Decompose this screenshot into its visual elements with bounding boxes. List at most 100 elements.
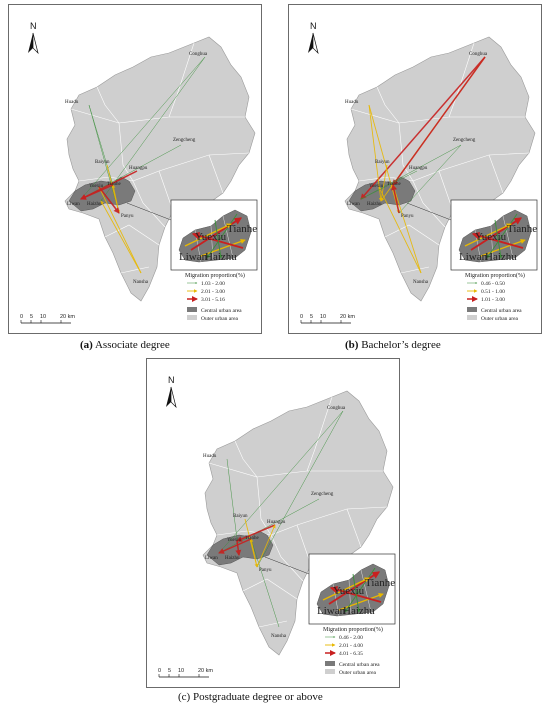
inset-label-tianhe: Tianhe	[365, 577, 395, 589]
district-boundary	[350, 108, 525, 124]
map-panel-postgraduate: Conghua Huadu Zengcheng Baiyun Huangpu Panyu N…	[146, 358, 400, 688]
legend-class-high: 4.01 - 6.35	[339, 651, 363, 657]
svg-text:N: N	[310, 21, 317, 31]
scale-tick-label: 0	[158, 668, 161, 674]
inset-label-liwan: Liwan	[459, 251, 488, 263]
svg-text:N: N	[30, 21, 37, 31]
inset-flow-low	[344, 567, 376, 613]
legend-central: Central urban area	[481, 308, 522, 314]
district-label-tianhe: Tianhe	[387, 182, 401, 187]
north-arrow-icon: N	[308, 21, 319, 55]
migration-flow-mid	[378, 186, 422, 274]
district-label-haizhu: Haizhu	[225, 556, 240, 561]
district-boundary	[376, 86, 400, 124]
migration-flow-high	[392, 56, 486, 186]
migration-flow-mid	[256, 524, 276, 568]
inset-label-liwan: Liwan	[317, 605, 346, 617]
district-boundary	[118, 122, 250, 182]
district-boundary	[384, 224, 440, 246]
north-arrow-icon: N	[166, 375, 177, 409]
district-label-haizhu: Haizhu	[87, 202, 102, 207]
migration-flow-low	[250, 538, 280, 628]
migration-flow-mid	[368, 104, 400, 214]
migration-flow-low	[256, 410, 344, 568]
legend-class-low: 0.46 - 0.50	[481, 281, 505, 287]
migration-flow-mid	[100, 200, 142, 274]
district-label-zengcheng: Zengcheng	[453, 138, 476, 143]
migration-flow-mid	[392, 184, 422, 274]
district-boundary	[168, 42, 195, 118]
migration-flow-high	[235, 540, 242, 556]
legend: Migration proportion(%) 0.46 - 0.50 0.51 -…	[465, 272, 525, 322]
district-label-zengcheng: Zengcheng	[173, 138, 196, 143]
inset-label-tianhe: Tianhe	[227, 223, 257, 235]
district-boundary	[398, 122, 530, 182]
district-label-baiyun: Baiyun	[233, 514, 248, 519]
scale-tick-label: 10	[320, 314, 326, 320]
district-label-yuexiu: Yuexiu	[89, 184, 104, 189]
map-panel-associate: Conghua Huadu Zengcheng Baiyun Huangpu Panyu N…	[8, 4, 262, 334]
legend-title: Migration proportion(%)	[465, 272, 525, 279]
inset-flow-high	[190, 217, 243, 251]
district-boundary	[306, 396, 333, 472]
district-label-huadu: Huadu	[345, 100, 359, 105]
migration-flow-high	[360, 56, 486, 200]
scale-tick-label: 0	[20, 314, 23, 320]
district-label-tianhe: Tianhe	[107, 182, 121, 187]
scale-bar: 0 5 10 20 km	[20, 314, 75, 324]
migration-flow-high	[236, 524, 276, 542]
inset-flow-mid	[184, 223, 232, 247]
inset-flow-low	[214, 219, 223, 259]
district-label-nansha: Nansha	[413, 280, 429, 285]
scale-tick-label: 20 km	[60, 314, 75, 320]
inset-flow-low	[206, 213, 238, 259]
legend-outer: Outer urban area	[201, 316, 239, 322]
district-label-yuexiu: Yuexiu	[369, 184, 384, 189]
legend-central: Central urban area	[339, 662, 380, 668]
migration-flow-low	[218, 498, 320, 554]
legend: Migration proportion(%) 1.03 - 2.00 2.01 -…	[185, 272, 245, 322]
legend-outer: Outer urban area	[481, 316, 519, 322]
district-boundary	[258, 620, 288, 628]
svg-text:N: N	[168, 375, 175, 385]
district-boundary	[234, 440, 258, 478]
district-boundary	[488, 154, 504, 194]
legend-class-mid: 2.01 - 3.00	[201, 289, 225, 295]
district-label-nansha: Nansha	[271, 634, 287, 639]
inset-flow-low	[494, 219, 503, 259]
legend-title: Migration proportion(%)	[323, 626, 383, 633]
map-svg: Conghua Huadu Zengcheng Baiyun Huangpu Panyu N…	[300, 21, 538, 324]
district-boundary	[104, 224, 160, 246]
district-boundary	[132, 180, 166, 228]
scale-tick-label: 0	[300, 314, 303, 320]
district-label-conghua: Conghua	[189, 52, 208, 57]
inset-flow-mid	[480, 239, 526, 257]
inset-flow-low	[352, 573, 361, 613]
district-label-nansha: Nansha	[133, 280, 149, 285]
district-boundary	[120, 266, 150, 274]
district-label-conghua: Conghua	[469, 52, 488, 57]
migration-flow-mid	[106, 164, 121, 214]
scale-tick-label: 20 km	[198, 668, 213, 674]
caption-postgraduate: (c) Postgraduate degree or above	[178, 691, 323, 703]
district-label-panyu: Panyu	[401, 214, 414, 219]
district-label-zengcheng: Zengcheng	[311, 492, 334, 497]
district-label-tianhe: Tianhe	[245, 536, 259, 541]
inset-flow-mid	[200, 239, 246, 257]
inset-label-haizhu: Haizhu	[343, 605, 375, 617]
legend-class-mid: 0.51 - 1.00	[481, 289, 505, 295]
legend-title: Migration proportion(%)	[185, 272, 245, 279]
district-label-huadu: Huadu	[65, 100, 79, 105]
legend-class-mid: 2.01 - 4.00	[339, 643, 363, 649]
scale-bar: 0 5 10 20 km	[300, 314, 355, 324]
scale-tick-label: 5	[310, 314, 313, 320]
migration-flow-mid	[379, 164, 388, 202]
district-boundary	[70, 108, 245, 124]
north-arrow-icon: N	[28, 21, 39, 55]
district-label-baiyun: Baiyun	[375, 160, 390, 165]
district-boundary	[412, 180, 446, 228]
district-label-panyu: Panyu	[259, 568, 272, 573]
district-boundary	[208, 462, 383, 478]
